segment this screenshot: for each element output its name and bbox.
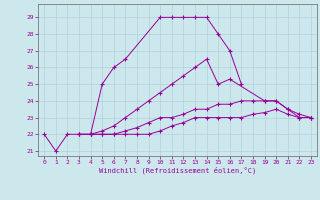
X-axis label: Windchill (Refroidissement éolien,°C): Windchill (Refroidissement éolien,°C)	[99, 167, 256, 174]
